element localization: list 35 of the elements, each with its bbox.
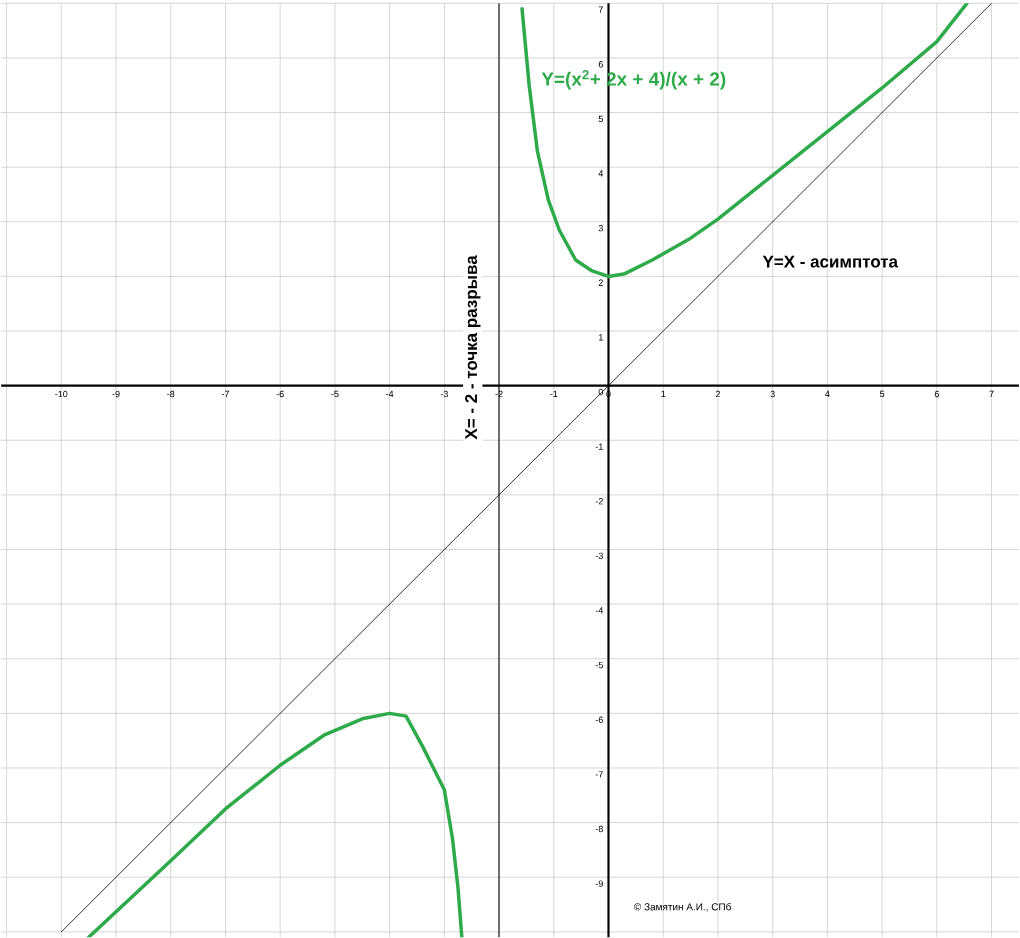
x-tick-label: -4 bbox=[386, 390, 394, 397]
x-tick-label: -7 bbox=[221, 390, 229, 397]
y-tick-label: -9 bbox=[595, 880, 603, 887]
x-tick-label: 1 bbox=[661, 390, 666, 397]
y-tick-label: 7 bbox=[598, 6, 603, 13]
ref-line-label: X= - 2 - точка разрыва bbox=[465, 254, 481, 440]
y-tick-label: -2 bbox=[595, 497, 603, 505]
x-tick-label: 6 bbox=[934, 390, 939, 397]
x-tick-label: -6 bbox=[276, 390, 284, 397]
y-tick-label: 3 bbox=[598, 224, 603, 232]
x-tick-label: 2 bbox=[715, 390, 720, 397]
x-tick-label: 7 bbox=[989, 390, 994, 397]
y-tick-label: 4 bbox=[598, 170, 604, 177]
y-tick-label: 2 bbox=[598, 279, 603, 286]
x-tick-label: -8 bbox=[167, 390, 175, 397]
series-label: Y=X - асимптота bbox=[762, 255, 899, 268]
y-tick-label: -5 bbox=[595, 661, 603, 669]
y-tick-label: 5 bbox=[598, 115, 603, 122]
x-tick-label: -1 bbox=[550, 390, 558, 397]
y-tick-label: 6 bbox=[598, 60, 603, 68]
x-tick-label: 3 bbox=[770, 390, 775, 397]
x-tick-label: -10 bbox=[55, 390, 68, 397]
x-tick-label: -5 bbox=[331, 390, 339, 397]
x-tick-label: 4 bbox=[825, 390, 830, 397]
y-tick-label: 1 bbox=[599, 334, 603, 341]
x-tick-label: 5 bbox=[879, 390, 885, 397]
annotation: © Замятин А.И., СПб bbox=[634, 902, 731, 912]
x-tick-label: -9 bbox=[112, 390, 120, 397]
y-tick-label: -7 bbox=[595, 770, 603, 778]
y-tick-label: -6 bbox=[595, 716, 603, 723]
y-tick-label: -8 bbox=[595, 825, 603, 832]
y-tick-label: -4 bbox=[595, 607, 604, 614]
y-tick-label: -1 bbox=[595, 443, 603, 450]
x-tick-label: -3 bbox=[440, 390, 448, 397]
y-tick-label: -3 bbox=[595, 552, 603, 559]
